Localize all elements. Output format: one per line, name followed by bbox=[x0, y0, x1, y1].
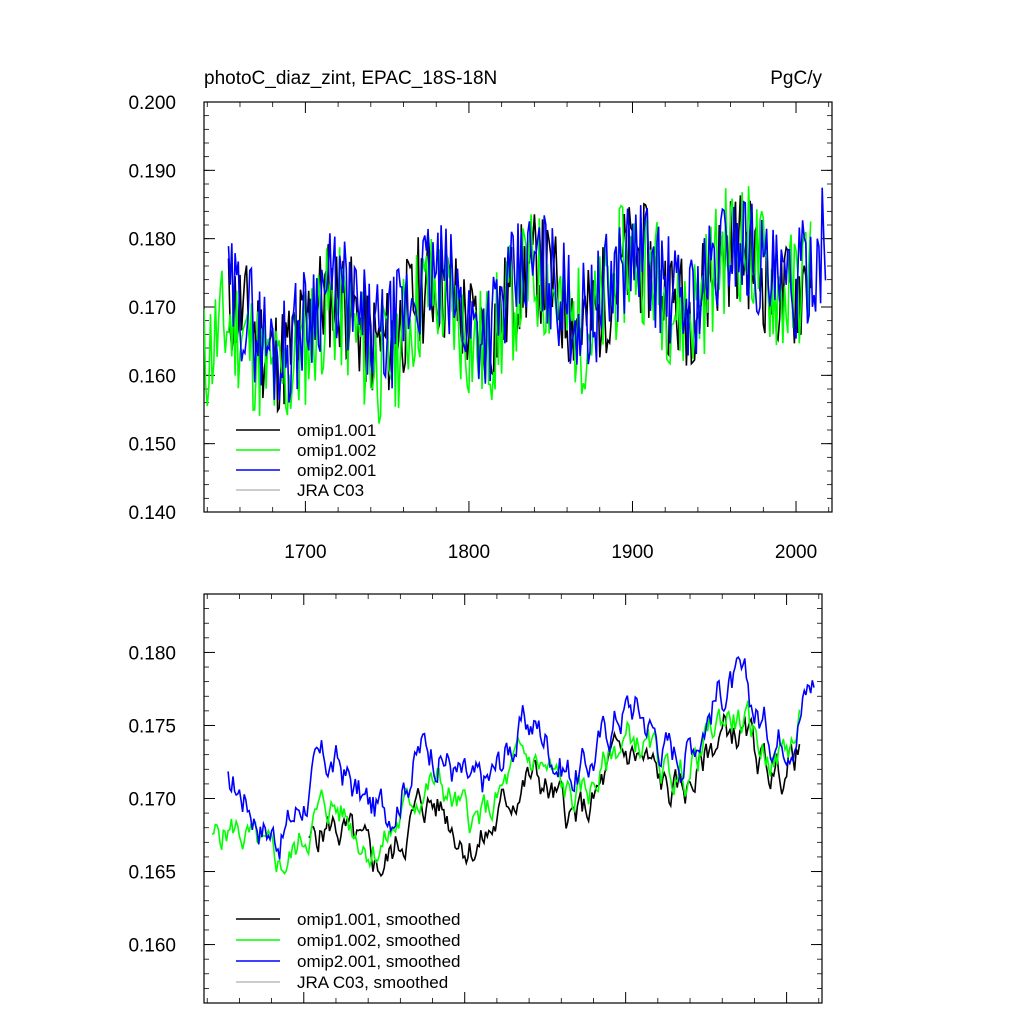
x-tick-label: 2000 bbox=[775, 542, 817, 563]
legend-label: omip1.001, smoothed bbox=[297, 910, 461, 929]
y-tick-label: 0.150 bbox=[128, 435, 176, 456]
legend-label: omip1.002 bbox=[297, 441, 376, 460]
legend-label: JRA C03, smoothed bbox=[297, 973, 448, 992]
y-tick-label: 0.180 bbox=[128, 643, 176, 664]
y-tick-label: 0.140 bbox=[128, 503, 176, 524]
y-tick-label: 0.160 bbox=[128, 366, 176, 387]
top-panel: photoC_diaz_zint, EPAC_18S-18N PgC/y 0.1… bbox=[128, 68, 833, 563]
series-line bbox=[308, 712, 801, 878]
units-label: PgC/y bbox=[770, 68, 822, 89]
series-line bbox=[227, 656, 815, 860]
bottom-panel: 0.160 0.165 0.170 0.175 0.180 omip1.001, smoo… bbox=[128, 593, 823, 1004]
x-tick-label: 1900 bbox=[611, 542, 653, 563]
legend-label: omip1.001 bbox=[297, 421, 376, 440]
series-line bbox=[211, 700, 801, 876]
x-tick-label: 1800 bbox=[448, 542, 490, 563]
x-tick-label: 1700 bbox=[284, 542, 326, 563]
y-tick-label: 0.170 bbox=[128, 298, 176, 319]
legend-label: omip2.001 bbox=[297, 461, 376, 480]
y-tick-label: 0.170 bbox=[128, 790, 176, 811]
legend-label: JRA C03 bbox=[297, 481, 364, 500]
y-tick-label: 0.180 bbox=[128, 230, 176, 251]
y-tick-label: 0.160 bbox=[128, 936, 176, 957]
legend-label: omip1.002, smoothed bbox=[297, 931, 461, 950]
y-tick-label: 0.175 bbox=[128, 716, 176, 737]
plot-title: photoC_diaz_zint, EPAC_18S-18N bbox=[204, 68, 497, 89]
legend-label: omip2.001, smoothed bbox=[297, 952, 461, 971]
y-tick-label: 0.200 bbox=[128, 93, 176, 114]
series-line bbox=[227, 187, 827, 403]
y-tick-label: 0.165 bbox=[128, 863, 176, 884]
y-tick-label: 0.190 bbox=[128, 161, 176, 182]
